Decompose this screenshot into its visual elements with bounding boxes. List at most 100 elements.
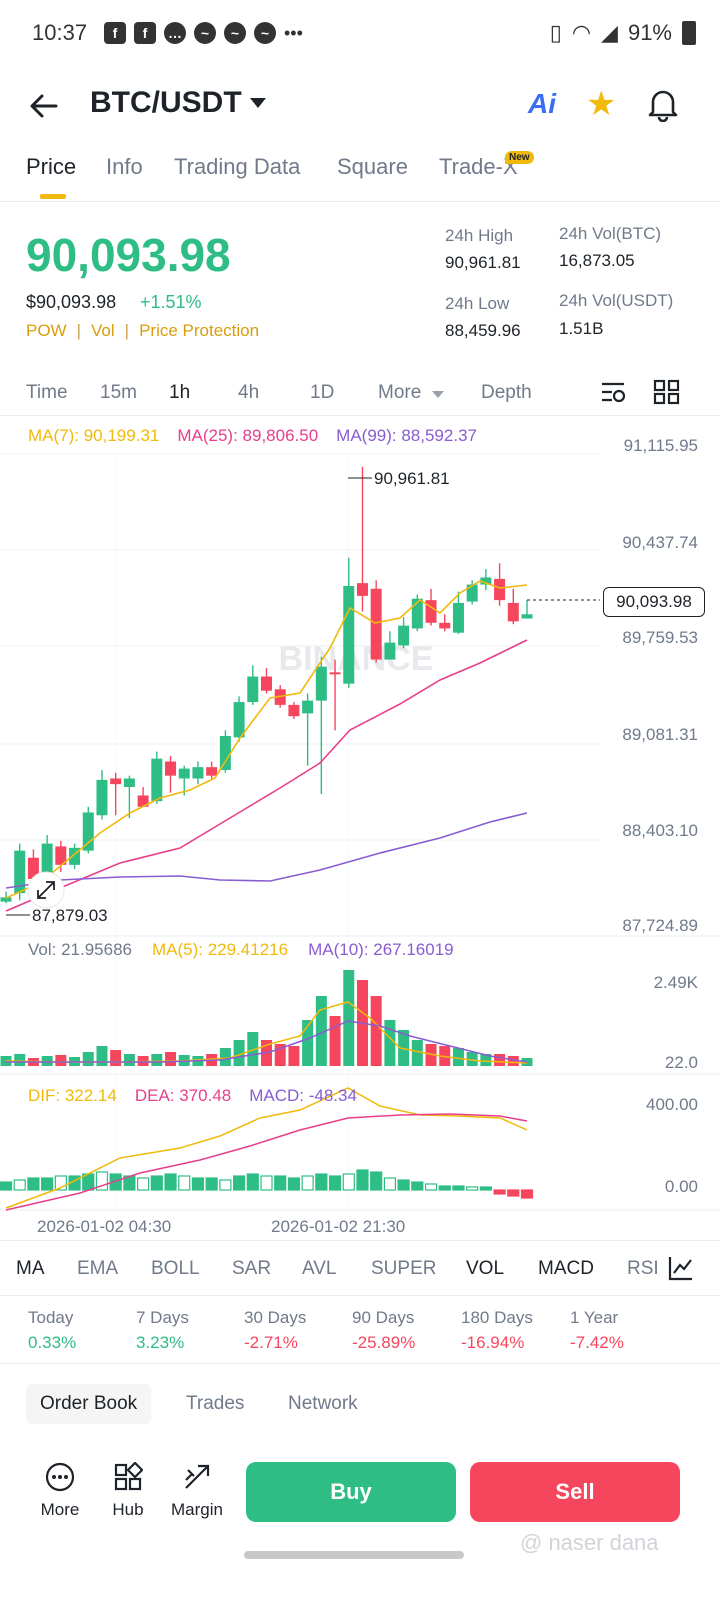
messenger-icon: ~ [254,22,276,44]
messenger-icon: ~ [224,22,246,44]
indicator-ema[interactable]: EMA [77,1258,119,1279]
margin-button[interactable]: Margin [167,1462,227,1520]
volume-bar [219,1048,231,1066]
new-badge: New [505,151,534,164]
last-price: 90,093.98 [26,229,231,281]
price-axis-label: 89,081.31 [622,725,698,744]
candle-body [165,761,177,776]
chart-settings-icon[interactable] [600,379,628,405]
chat-icon: … [164,22,186,44]
volume-bar [425,1044,437,1066]
low-label: 24h Low [445,294,510,313]
candle-body [466,584,478,602]
tab-trades[interactable]: Trades [186,1393,245,1414]
volume-bar [14,1054,26,1066]
indicator-sar[interactable]: SAR [232,1258,272,1279]
macd-bar [219,1179,232,1191]
favorite-star-icon[interactable]: ★ [586,85,617,123]
indicator-macd[interactable]: MACD [538,1258,594,1279]
candle-body [151,758,163,802]
volume-bar [96,1046,108,1066]
pair-title[interactable]: BTC/USDT [90,86,242,119]
macd-bar [397,1179,410,1191]
pair-dropdown-icon[interactable] [250,98,266,108]
tab-price[interactable]: Price [26,154,77,179]
interval-depth[interactable]: Depth [481,382,532,403]
interval-1h[interactable]: 1h [169,382,191,403]
tab-order-book[interactable]: Order Book [26,1384,152,1424]
price-axis-label: 89,759.53 [622,628,698,647]
interval-more[interactable]: More [378,382,422,403]
high-marker-label: 90,961.81 [374,469,450,488]
indicator-super[interactable]: SUPER [371,1258,437,1279]
candle-body [425,600,437,623]
bell-icon[interactable] [646,86,680,122]
tab-info[interactable]: Info [106,154,143,179]
hub-button[interactable]: Hub [98,1462,158,1520]
interval-15m[interactable]: 15m [100,382,137,403]
candle-body [261,676,272,691]
volume-bar [82,1052,94,1066]
indicator-vol[interactable]: VOL [466,1258,505,1279]
dif-label: DIF: 322.14 [28,1086,117,1105]
candlestick-chart[interactable]: BINANCE 90,961.81 87,879.03 [0,418,720,1238]
candle-body [452,602,464,633]
tag-pow[interactable]: POW [26,321,67,340]
macd-bar [507,1189,520,1197]
macd-bar [466,1186,479,1191]
more-dots-icon [45,1462,75,1492]
indicator-avl[interactable]: AVL [302,1258,337,1279]
macd-bar [493,1189,506,1195]
margin-icon [185,1464,210,1489]
perf-value: -2.71% [244,1333,298,1352]
signal-icon: ◢ [601,20,618,45]
candle-body [521,614,533,619]
grid-layout-icon[interactable] [653,379,681,405]
macd-bar [109,1173,122,1191]
perf-label: Today [28,1308,74,1327]
user-watermark: @ naser dana [520,1530,659,1555]
home-indicator[interactable] [244,1551,464,1559]
volume-bar [480,1054,492,1066]
sell-button[interactable]: Sell [470,1462,680,1522]
macd-bar [328,1175,342,1191]
vol-ma5-label: MA(5): 229.41216 [151,940,289,959]
interval-4h[interactable]: 4h [238,382,260,403]
low-marker-label: 87,879.03 [32,906,108,925]
interval-1d[interactable]: 1D [310,382,335,403]
indicator-bar: MA EMA BOLL SAR AVL SUPER VOL MACD RSI [0,1240,720,1296]
tag-vol[interactable]: Vol [91,321,115,340]
buy-button[interactable]: Buy [246,1462,456,1522]
indicator-chart-icon[interactable] [668,1255,694,1281]
macd-bar [232,1175,246,1191]
tab-network[interactable]: Network [288,1393,358,1414]
macd-bar [54,1175,67,1191]
ma25-line [5,639,528,912]
price-axis-label: 90,437.74 [622,533,698,552]
macd-legend: DIF: 322.14 DEA: 370.48 MACD: -48.34 [28,1086,357,1106]
date-axis-label: 2026-01-02 21:30 [271,1217,406,1236]
volume-bar [507,1056,519,1066]
indicator-boll[interactable]: BOLL [151,1258,200,1279]
macd-bar [260,1175,273,1191]
perf-label: 180 Days [461,1308,533,1327]
battery-percent: 91% [627,20,672,45]
more-button[interactable]: More [30,1462,90,1520]
vol-btc-label: 24h Vol(BTC) [559,224,662,243]
price-axis-label: 87,724.89 [622,916,698,935]
back-arrow-icon[interactable] [28,90,60,122]
status-time: 10:37 [32,20,88,45]
volume-bar [41,1056,53,1066]
macd-bar [191,1177,205,1191]
tab-trading-data[interactable]: Trading Data [174,154,301,179]
indicator-ma[interactable]: MA [16,1258,45,1279]
more-notifications-icon: ••• [284,23,303,43]
interval-time[interactable]: Time [26,382,68,403]
tab-square[interactable]: Square [337,154,408,179]
dif-line [5,1087,528,1209]
indicator-rsi[interactable]: RSI [627,1258,657,1279]
macd-bar [178,1175,191,1191]
tag-price-protection[interactable]: Price Protection [139,321,260,340]
tab-trade-x[interactable]: Trade-X [439,154,518,179]
ai-icon[interactable]: Ai [528,88,556,119]
